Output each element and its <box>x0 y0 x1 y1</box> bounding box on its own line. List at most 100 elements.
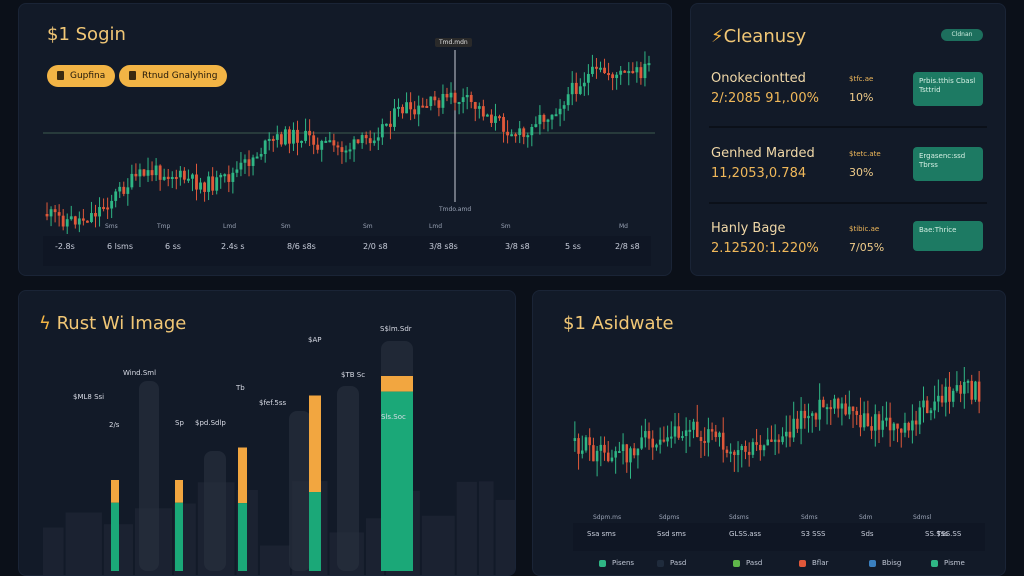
pill-button-2[interactable]: Rtnud Gnalyhing <box>119 65 228 87</box>
price-candle <box>615 72 619 90</box>
bar-chart-title-text: Rust Wi Image <box>56 313 187 334</box>
price-candle <box>304 118 307 144</box>
bar-label: Sls.Soc <box>381 413 406 421</box>
price-candle <box>57 204 61 227</box>
price-candle <box>162 168 166 181</box>
price-candle <box>376 127 380 150</box>
price-candle <box>166 168 170 187</box>
legend-item[interactable]: Pisme <box>931 559 965 567</box>
price-x-tick: 6 ss <box>165 242 181 251</box>
asset-x-tick: SS.$ss <box>925 530 948 538</box>
metric-pct-1: 10% <box>849 91 874 104</box>
asset-mini-tick: Sdms <box>801 514 818 521</box>
user-icon <box>129 71 136 80</box>
legend-item[interactable]: Pisens <box>599 559 634 567</box>
asset-candle <box>881 406 884 438</box>
asset-candle <box>825 403 829 425</box>
asset-candle <box>866 400 870 427</box>
asset-candle <box>922 386 925 423</box>
legend-item[interactable]: Pasd <box>657 559 686 567</box>
asset-candle <box>963 366 966 409</box>
price-candle <box>437 97 441 117</box>
price-candle <box>546 118 550 132</box>
price-candle <box>316 137 320 154</box>
asset-x-tick: Ssa sms <box>587 530 616 538</box>
asset-candle <box>918 400 922 435</box>
asset-candle <box>618 441 621 454</box>
price-candle <box>554 108 558 117</box>
metric-label-3: Hanly Bage <box>711 221 786 236</box>
chart-bar[interactable] <box>111 480 119 571</box>
price-candle <box>364 131 368 145</box>
asset-mini-tick: Sdm <box>859 514 873 521</box>
legend-item[interactable]: Bbisg <box>869 559 901 567</box>
price-candle <box>275 125 279 148</box>
legend-swatch <box>733 559 740 567</box>
asset-candle <box>677 413 680 440</box>
asset-candle <box>610 449 614 463</box>
bar-chart[interactable] <box>19 291 516 576</box>
price-candlestick-chart[interactable] <box>19 4 672 276</box>
price-candle <box>591 54 594 77</box>
chart-bar[interactable] <box>381 376 413 571</box>
chart-bar[interactable] <box>175 480 183 571</box>
metric-action-button-2[interactable]: Ergasenc:ssd Tbrss <box>913 147 983 181</box>
price-candle <box>174 169 178 190</box>
asset-candle <box>788 415 792 447</box>
price-x-tick: 2.4s s <box>221 242 245 251</box>
asset-candle <box>974 380 977 402</box>
price-candle <box>138 163 142 188</box>
asset-candle <box>614 446 617 474</box>
price-candle <box>102 198 105 212</box>
price-candle <box>457 101 461 115</box>
legend-item[interactable]: Pasd <box>733 559 762 567</box>
price-candle <box>429 96 433 111</box>
metric-value-2: 11,2053,0.784 <box>711 166 807 181</box>
asset-candle <box>747 442 751 467</box>
price-candle <box>110 194 114 219</box>
price-x-axis <box>43 236 651 266</box>
legend-swatch <box>799 559 806 567</box>
price-candle <box>344 145 348 163</box>
asset-candle <box>833 394 836 414</box>
asset-mini-tick: Sdpm.ms <box>593 514 622 521</box>
price-candle <box>211 167 215 195</box>
ghost-bar <box>289 411 311 571</box>
price-candle <box>522 126 526 145</box>
price-candle <box>328 131 332 143</box>
price-candle <box>562 101 566 121</box>
asset-candle <box>888 402 892 447</box>
price-candle <box>635 61 639 83</box>
metric-value-3: 2.12520:1.220% <box>711 241 819 256</box>
price-candle <box>611 72 615 91</box>
asset-chart-panel: $1 Asidwate Sdpm.ms Sdpms Sdsms Sdms Sdm Sdms… <box>532 290 1006 576</box>
metric-value-1: 2/:2085 91,.00% <box>711 91 819 106</box>
asset-candle <box>900 428 903 448</box>
bar-label: Wind.Sml <box>123 369 157 377</box>
asset-candlestick-chart[interactable] <box>533 291 1006 576</box>
asset-candle <box>573 421 577 452</box>
price-candle <box>199 177 202 194</box>
price-candle <box>98 197 101 227</box>
chart-bar[interactable] <box>309 395 321 572</box>
asset-candle <box>644 418 647 448</box>
asset-candle <box>647 422 651 450</box>
legend-item[interactable]: Bflar <box>799 559 828 567</box>
metric-action-button-1[interactable]: Prbis.tthis Cbasl Tsttrid <box>913 72 983 106</box>
price-candle <box>623 69 627 73</box>
metric-action-button-3[interactable]: Bae:Thrice <box>913 221 983 251</box>
price-candle <box>203 181 206 202</box>
pill-button-1[interactable]: Gupfina <box>47 65 116 87</box>
price-candle <box>603 58 606 74</box>
asset-candle <box>977 370 981 414</box>
asset-candle <box>785 415 788 448</box>
price-candle <box>534 116 538 128</box>
price-candle <box>243 154 247 174</box>
asset-candle <box>955 371 959 393</box>
metrics-badge[interactable]: Cldnan <box>941 29 983 41</box>
asset-candle <box>707 417 710 457</box>
price-candle <box>619 65 623 85</box>
chart-bar[interactable] <box>238 447 247 572</box>
bar-label: Sp <box>175 419 184 427</box>
price-candle <box>461 88 465 114</box>
